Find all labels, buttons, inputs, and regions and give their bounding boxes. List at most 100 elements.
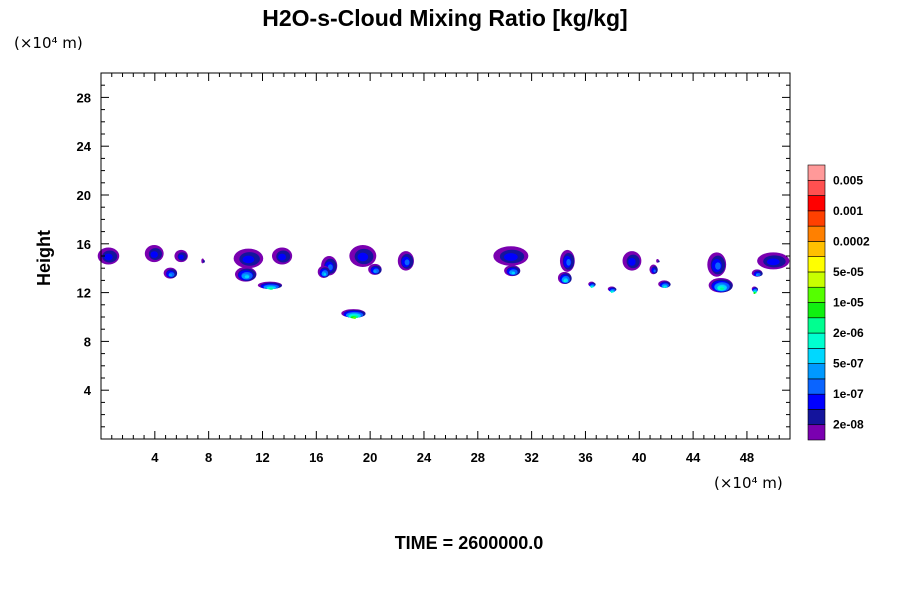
cloud-contour <box>150 251 158 258</box>
cloud-patch <box>97 247 120 265</box>
cloud-contour <box>373 270 377 273</box>
colorbar-label: 2e-06 <box>833 326 864 340</box>
colorbar-segment <box>807 179 826 196</box>
y-axis-label: Height <box>34 230 54 286</box>
cloud-patch <box>757 252 790 270</box>
colorbar-segment <box>807 286 826 303</box>
colorbar-segment <box>807 317 826 334</box>
cloud-patch <box>317 265 331 278</box>
colorbar-label: 1e-07 <box>833 387 864 401</box>
cloud-contour <box>563 279 566 283</box>
cloud-patch <box>174 249 188 263</box>
cloud-contour <box>278 253 287 261</box>
x-tick-label: 4 <box>151 450 159 465</box>
cloud-contour <box>168 273 173 277</box>
colorbar-label: 2e-08 <box>833 418 864 432</box>
cloud-patch <box>144 245 164 263</box>
x-tick-label: 8 <box>205 450 212 465</box>
cloud-contour <box>766 258 780 266</box>
colorbar-segment <box>807 409 826 426</box>
cloud-patch <box>397 251 414 271</box>
colorbar-segment <box>807 378 826 395</box>
cloud-patch <box>751 269 763 277</box>
cloud-patch <box>656 259 660 263</box>
cloud-contour <box>720 287 724 290</box>
y-tick-label: 4 <box>84 383 92 398</box>
cloud-patch <box>368 263 382 275</box>
y-tick-label: 24 <box>77 139 92 154</box>
cloud-contour <box>755 274 759 277</box>
cloud-patch <box>708 277 733 293</box>
cloud-contour <box>244 275 250 279</box>
cloud-contour <box>663 286 666 289</box>
cloud-patch <box>649 264 658 275</box>
cloud-contour <box>657 260 660 263</box>
cloud-patch <box>707 252 727 277</box>
colorbar-label: 1e-05 <box>833 296 864 310</box>
y-tick-label: 16 <box>77 237 91 252</box>
colorbar-label: 5e-07 <box>833 357 864 371</box>
x-tick-label: 12 <box>255 450 269 465</box>
cloud-contour <box>404 259 410 266</box>
cloud-contour <box>503 253 518 261</box>
cloud-contour <box>202 260 205 263</box>
x-tick-label: 48 <box>740 450 754 465</box>
x-tick-label: 28 <box>471 450 485 465</box>
x-tick-label: 36 <box>578 450 592 465</box>
colorbar-segment <box>807 164 826 181</box>
cloud-contour <box>653 269 656 273</box>
colorbar-segment <box>807 210 826 227</box>
cloud-patch <box>559 249 575 272</box>
y-tick-label: 20 <box>77 188 91 203</box>
cloud-contour <box>323 273 327 276</box>
cloud-patch <box>557 271 572 285</box>
cloud-contour <box>566 259 571 266</box>
colorbar-segment <box>807 332 826 349</box>
cloud-patch <box>341 309 366 319</box>
colorbar-segment <box>807 302 826 319</box>
y-tick-label: 28 <box>77 90 91 105</box>
cloud-patch <box>588 281 596 289</box>
cloud-patch <box>622 251 642 271</box>
cloud-contour <box>511 272 516 275</box>
x-tick-label: 40 <box>632 450 646 465</box>
cloud-patch <box>493 246 529 266</box>
x-tick-label: 32 <box>524 450 538 465</box>
cloud-contour <box>353 316 357 319</box>
cloud-contour <box>242 255 255 264</box>
x-tick-label: 20 <box>363 450 377 465</box>
y-tick-label: 8 <box>84 334 91 349</box>
cloud-patch <box>271 247 293 265</box>
cloud-contour <box>590 286 593 289</box>
cloud-contour <box>104 253 113 261</box>
colorbar-label: 0.005 <box>833 173 863 187</box>
colorbar: 0.005 0.001 0.0002 5e-05 1e-05 2e-06 5e-07 1e-0… <box>807 164 870 441</box>
cloud-patch <box>658 280 671 289</box>
y-axis-unit: (×10⁴ m) <box>14 34 83 52</box>
y-tick-label: 12 <box>77 286 91 301</box>
cloud-patch <box>257 281 283 290</box>
x-tick-label: 44 <box>686 450 701 465</box>
x-axis-unit: (×10⁴ m) <box>714 474 783 492</box>
plot-frame <box>100 72 791 440</box>
cloud-contour <box>628 258 636 266</box>
cloud-patch <box>234 266 257 282</box>
colorbar-segment <box>807 363 826 380</box>
cloud-patch <box>751 286 759 294</box>
cloud-patch <box>163 267 178 279</box>
cloud-contour <box>327 264 333 271</box>
cloud-contour <box>178 254 184 260</box>
time-label: TIME = 2600000.0 <box>395 533 544 553</box>
cloud-contour <box>715 262 721 270</box>
colorbar-segment <box>807 256 826 273</box>
cloud-contour <box>610 290 613 293</box>
cloud-contour <box>269 287 274 290</box>
cloud-patch <box>607 286 617 293</box>
cloud-contour <box>357 252 369 262</box>
cloud-patch <box>349 245 377 267</box>
cloud-contour <box>753 291 756 294</box>
cloud-field <box>97 245 790 319</box>
colorbar-segment <box>807 241 826 257</box>
colorbar-segment <box>807 225 826 242</box>
